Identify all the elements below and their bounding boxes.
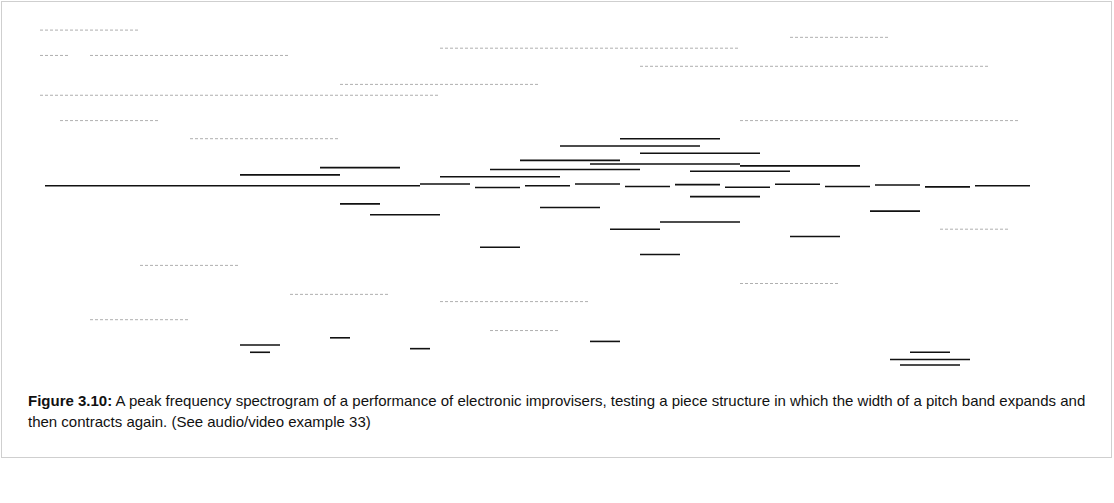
peak-track [140,265,240,266]
peak-track [250,351,270,353]
peak-track [675,184,720,186]
peak-track [590,341,620,343]
peak-track [40,55,70,56]
figure-frame [2,2,1112,458]
peak-track [240,344,280,346]
caption-label: Figure 3.10: [28,392,112,409]
peak-track [410,348,430,350]
peak-track [40,95,440,96]
caption-text: A peak frequency spectrogram of a perfor… [28,392,1085,430]
peak-track [190,138,340,139]
peak-track [925,186,970,188]
peak-track [90,55,290,56]
peak-track [590,163,740,165]
peak-track [740,120,1020,121]
peak-track [340,203,380,205]
peak-track [240,174,340,176]
peak-series [40,30,1020,330]
peak-track [610,228,660,230]
peak-track [640,254,680,256]
peak-track [975,185,1030,187]
peak-track [90,319,190,320]
peak-track [420,183,470,185]
peak-track [690,196,760,198]
peak-track [740,283,840,284]
peak-track [330,337,350,339]
peak-track [290,294,390,295]
peak-track [890,359,970,361]
peak-track [440,176,560,178]
peak-track [40,30,140,31]
peak-track [740,165,860,167]
peak-track [620,138,720,140]
peak-track [625,186,670,188]
peak-track [660,221,740,223]
peak-series [45,139,1030,365]
peak-track [870,210,920,212]
peak-track [540,207,600,209]
peak-track [640,152,760,154]
peak-track [790,37,890,38]
peak-track [60,120,160,121]
peak-track [520,160,620,162]
peak-track [575,183,620,185]
peak-track [560,145,700,147]
peak-track [910,351,950,353]
peak-track [440,301,590,302]
peak-track [875,184,920,186]
peak-track [640,66,990,67]
peak-track [370,214,440,216]
peak-track [900,364,960,366]
spectrogram [40,30,1030,365]
peak-track [440,48,740,49]
peak-track [825,186,870,188]
peak-track [525,185,570,187]
caption: Figure 3.10: A peak frequency spectrogra… [28,390,1090,432]
peak-track [480,247,520,249]
peak-track [490,330,560,331]
peak-track [940,229,1010,230]
peak-track [340,84,540,85]
peak-track [490,169,640,171]
peak-track [690,170,790,172]
peak-track [775,184,820,186]
peak-track [475,187,520,189]
peak-track [725,186,770,188]
peak-track [45,185,420,187]
peak-track [790,236,840,238]
peak-track [320,167,400,169]
